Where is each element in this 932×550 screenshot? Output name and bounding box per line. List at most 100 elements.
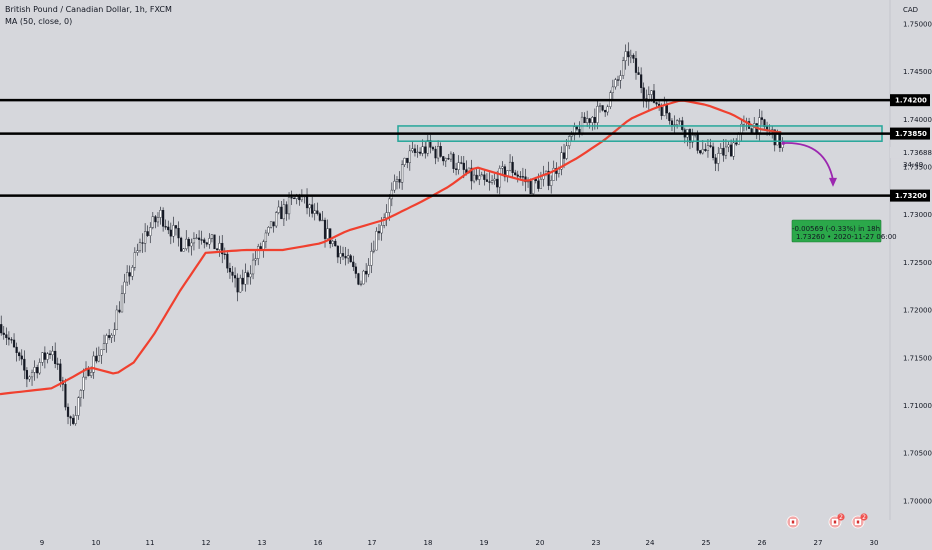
candle-body (115, 309, 118, 330)
candle-body (370, 251, 373, 266)
candle-body (773, 129, 776, 146)
candle-body (108, 335, 111, 338)
candle-body (365, 270, 368, 275)
candle-body (359, 283, 363, 285)
price-tick-label: 1.71500 (903, 354, 932, 362)
candle-body (18, 352, 21, 357)
current-price-label: 1.73688 (903, 149, 932, 157)
candle-body (354, 266, 357, 274)
candle-body (714, 157, 717, 164)
candle-body (282, 204, 285, 220)
candle-body (706, 145, 710, 152)
indicator-legend[interactable]: MA (50, close, 0) (5, 17, 73, 26)
candle-body (732, 142, 735, 157)
candle-body (92, 355, 95, 373)
candle-body (254, 258, 257, 261)
candle-body (95, 355, 98, 362)
candle-body (488, 181, 491, 183)
candle-body (411, 148, 414, 152)
candle-body (380, 225, 383, 234)
candle-body (205, 242, 208, 245)
candle-body (10, 339, 13, 341)
candle-body (676, 120, 679, 125)
candle-body (195, 237, 198, 239)
candle-body (221, 242, 224, 255)
canada-flag-icon-leaf (791, 520, 795, 524)
candle-body (59, 363, 62, 381)
candle-body (100, 349, 103, 356)
candle-body (688, 129, 692, 143)
candle-body (383, 217, 386, 226)
candle-body (313, 210, 316, 214)
candle-body (77, 397, 80, 416)
candle-body (393, 180, 396, 191)
candle-body (660, 106, 663, 116)
price-tick-label: 1.75000 (903, 20, 932, 28)
candle-body (485, 179, 489, 182)
candle-body (624, 51, 627, 61)
candle-body (262, 241, 265, 250)
candle-body (670, 120, 674, 125)
candle-body (763, 119, 766, 127)
candle-body (547, 170, 550, 186)
candle-body (611, 86, 614, 93)
candle-body (532, 178, 535, 194)
canada-flag-icon-leaf (833, 520, 837, 524)
projection-box (791, 219, 882, 243)
candle-body (375, 231, 378, 251)
level-price-label: 1.74200 (895, 97, 927, 105)
candle-body (629, 54, 632, 58)
level-price-tag (890, 127, 930, 140)
candle-body (213, 234, 216, 250)
candle-body (66, 406, 70, 417)
candle-body (472, 174, 476, 182)
candle-body (678, 120, 681, 122)
candle-body (339, 253, 342, 258)
candle-body (437, 146, 440, 159)
candle-body (23, 358, 26, 371)
time-tick-label: 12 (202, 539, 211, 547)
candle-body (511, 161, 514, 173)
candle-body (290, 197, 293, 199)
symbol-title[interactable]: British Pound / Canadian Dollar, 1h, FXC… (5, 5, 172, 14)
candle-body (627, 51, 630, 58)
candle-body (182, 248, 185, 252)
candle-body (169, 229, 172, 237)
candle-body (38, 362, 41, 374)
candle-body (588, 118, 591, 123)
candle-body (334, 240, 337, 247)
candle-body (401, 164, 404, 183)
candle-body (480, 174, 483, 177)
candle-body (138, 242, 142, 251)
candle-body (233, 275, 237, 279)
candle-body (439, 146, 442, 157)
candle-body (118, 309, 121, 313)
candle-body (398, 179, 401, 183)
candle-body (508, 161, 512, 171)
candle-body (69, 416, 72, 419)
candle-body (668, 112, 671, 121)
candle-body (251, 259, 255, 275)
candle-body (228, 267, 232, 273)
level-price-tag (890, 189, 930, 202)
candle-body (722, 148, 725, 156)
candle-body (699, 150, 702, 154)
price-tick-label: 1.70500 (903, 450, 932, 458)
candle-body (413, 148, 417, 153)
candle-body (498, 168, 501, 188)
candle-body (244, 272, 247, 285)
event-count-badge (837, 513, 845, 521)
candle-body (223, 253, 226, 255)
candle-body (79, 390, 82, 398)
time-tick-label: 23 (592, 539, 601, 547)
candle-body (454, 168, 458, 170)
candle-body (419, 151, 422, 154)
candle-body (120, 293, 124, 313)
candle-body (704, 149, 707, 152)
candle-body (305, 195, 309, 209)
candle-body (43, 352, 46, 360)
candle-body (133, 252, 136, 268)
time-tick-label: 25 (702, 539, 711, 547)
